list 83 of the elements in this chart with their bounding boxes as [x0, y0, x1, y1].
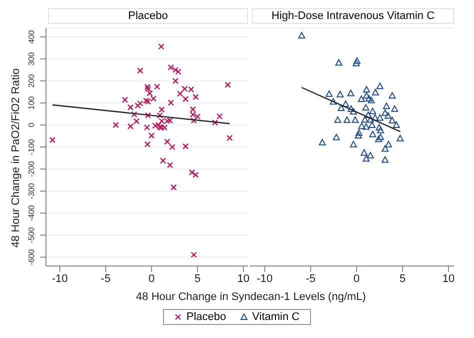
point	[350, 140, 357, 148]
point	[364, 112, 372, 118]
point	[365, 95, 372, 102]
point	[362, 123, 370, 130]
y-tick-label: -100	[27, 138, 36, 156]
point	[375, 136, 382, 142]
point	[332, 134, 340, 140]
y-tick-label: -600	[27, 248, 36, 266]
y-tick-label: 0	[27, 122, 36, 128]
point	[358, 95, 365, 102]
point	[336, 90, 344, 98]
y-tick-label: -500	[27, 226, 36, 244]
x-axis-title: 48 Hour Change in Syndecan-1 Levels (ng/mL)	[135, 291, 367, 303]
point	[366, 152, 374, 158]
x-tick-label: 0	[148, 272, 155, 285]
point	[342, 100, 350, 108]
point	[318, 138, 326, 146]
point	[388, 116, 396, 124]
point	[298, 32, 306, 38]
point	[376, 134, 384, 140]
x-tick-label: 10	[442, 272, 455, 285]
point	[371, 114, 378, 121]
point	[368, 121, 376, 128]
point	[388, 92, 396, 99]
point	[326, 90, 333, 97]
point	[363, 92, 370, 99]
x-tick-label: -5	[100, 272, 111, 285]
point	[344, 116, 351, 123]
point	[352, 116, 359, 123]
y-tick-label: 100	[27, 96, 36, 110]
point	[338, 104, 345, 111]
point	[382, 102, 390, 110]
point	[382, 109, 389, 116]
point	[382, 145, 389, 152]
point	[352, 60, 360, 66]
y-tick-label: 300	[27, 52, 36, 66]
legend-label: Vitamin C	[251, 311, 300, 323]
chart-title: Placebo	[48, 8, 248, 24]
x-tick-label: -10	[52, 272, 68, 285]
point	[350, 108, 357, 115]
point	[376, 126, 384, 134]
point	[362, 155, 370, 162]
chart-title: High-Dose Intravenous Vitamin C	[252, 8, 454, 24]
y-axis-title: 48 Hour Change in PaO2/FiO2 Ratio	[10, 68, 22, 248]
point	[362, 104, 370, 111]
point	[358, 122, 366, 130]
point	[369, 108, 376, 114]
y-tick-label: 400	[27, 30, 36, 44]
point	[391, 105, 398, 112]
point	[384, 140, 392, 148]
point	[384, 112, 392, 119]
point	[353, 57, 360, 64]
point	[330, 98, 337, 105]
point	[376, 114, 384, 121]
y-tick-label: -200	[27, 160, 36, 178]
point	[361, 116, 368, 123]
point	[366, 116, 374, 123]
point	[348, 105, 355, 112]
point	[376, 124, 383, 130]
y-tick-label: -300	[27, 182, 36, 200]
x-tick-label: 0	[354, 272, 360, 285]
x-tick-label: -5	[306, 272, 316, 285]
point	[372, 88, 379, 96]
point	[376, 82, 384, 90]
point	[368, 96, 375, 104]
x-tick-label: 5	[399, 272, 406, 285]
point	[334, 116, 342, 123]
x-tick-label: 5	[194, 272, 201, 285]
point	[363, 86, 370, 92]
point	[392, 121, 400, 128]
point	[360, 149, 368, 156]
y-tick-label: -400	[27, 204, 36, 222]
legend-label: Placebo	[185, 311, 226, 323]
x-tick-label: -10	[256, 272, 273, 285]
point	[347, 90, 354, 96]
point	[355, 129, 362, 136]
x-tick-label: 10	[237, 272, 250, 285]
y-tick-label: 200	[27, 74, 36, 88]
point	[335, 59, 342, 66]
point	[354, 132, 362, 139]
point	[369, 130, 376, 138]
point	[382, 156, 389, 163]
point	[396, 134, 404, 142]
